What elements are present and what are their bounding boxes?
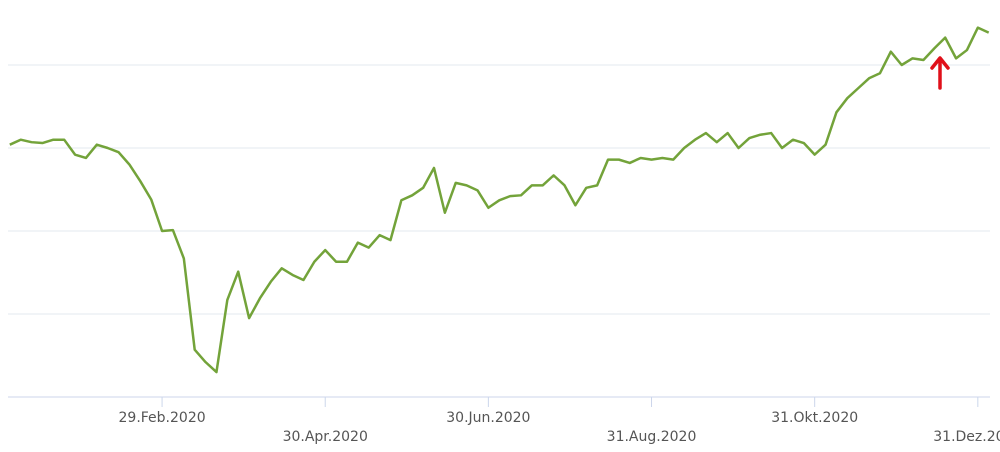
x-tick-label: 31.Aug.2020 (607, 429, 697, 445)
data-line (9, 26, 990, 374)
x-tick-label: 31.Okt.2020 (771, 410, 858, 426)
x-tick-label: 31.Dez.2020 (933, 429, 1000, 445)
x-tick-label: 30.Apr.2020 (283, 429, 368, 445)
x-tick-label: 29.Feb.2020 (119, 410, 206, 426)
annotation-arrow (930, 56, 950, 90)
x-tick-label: 30.Jun.2020 (446, 410, 530, 426)
